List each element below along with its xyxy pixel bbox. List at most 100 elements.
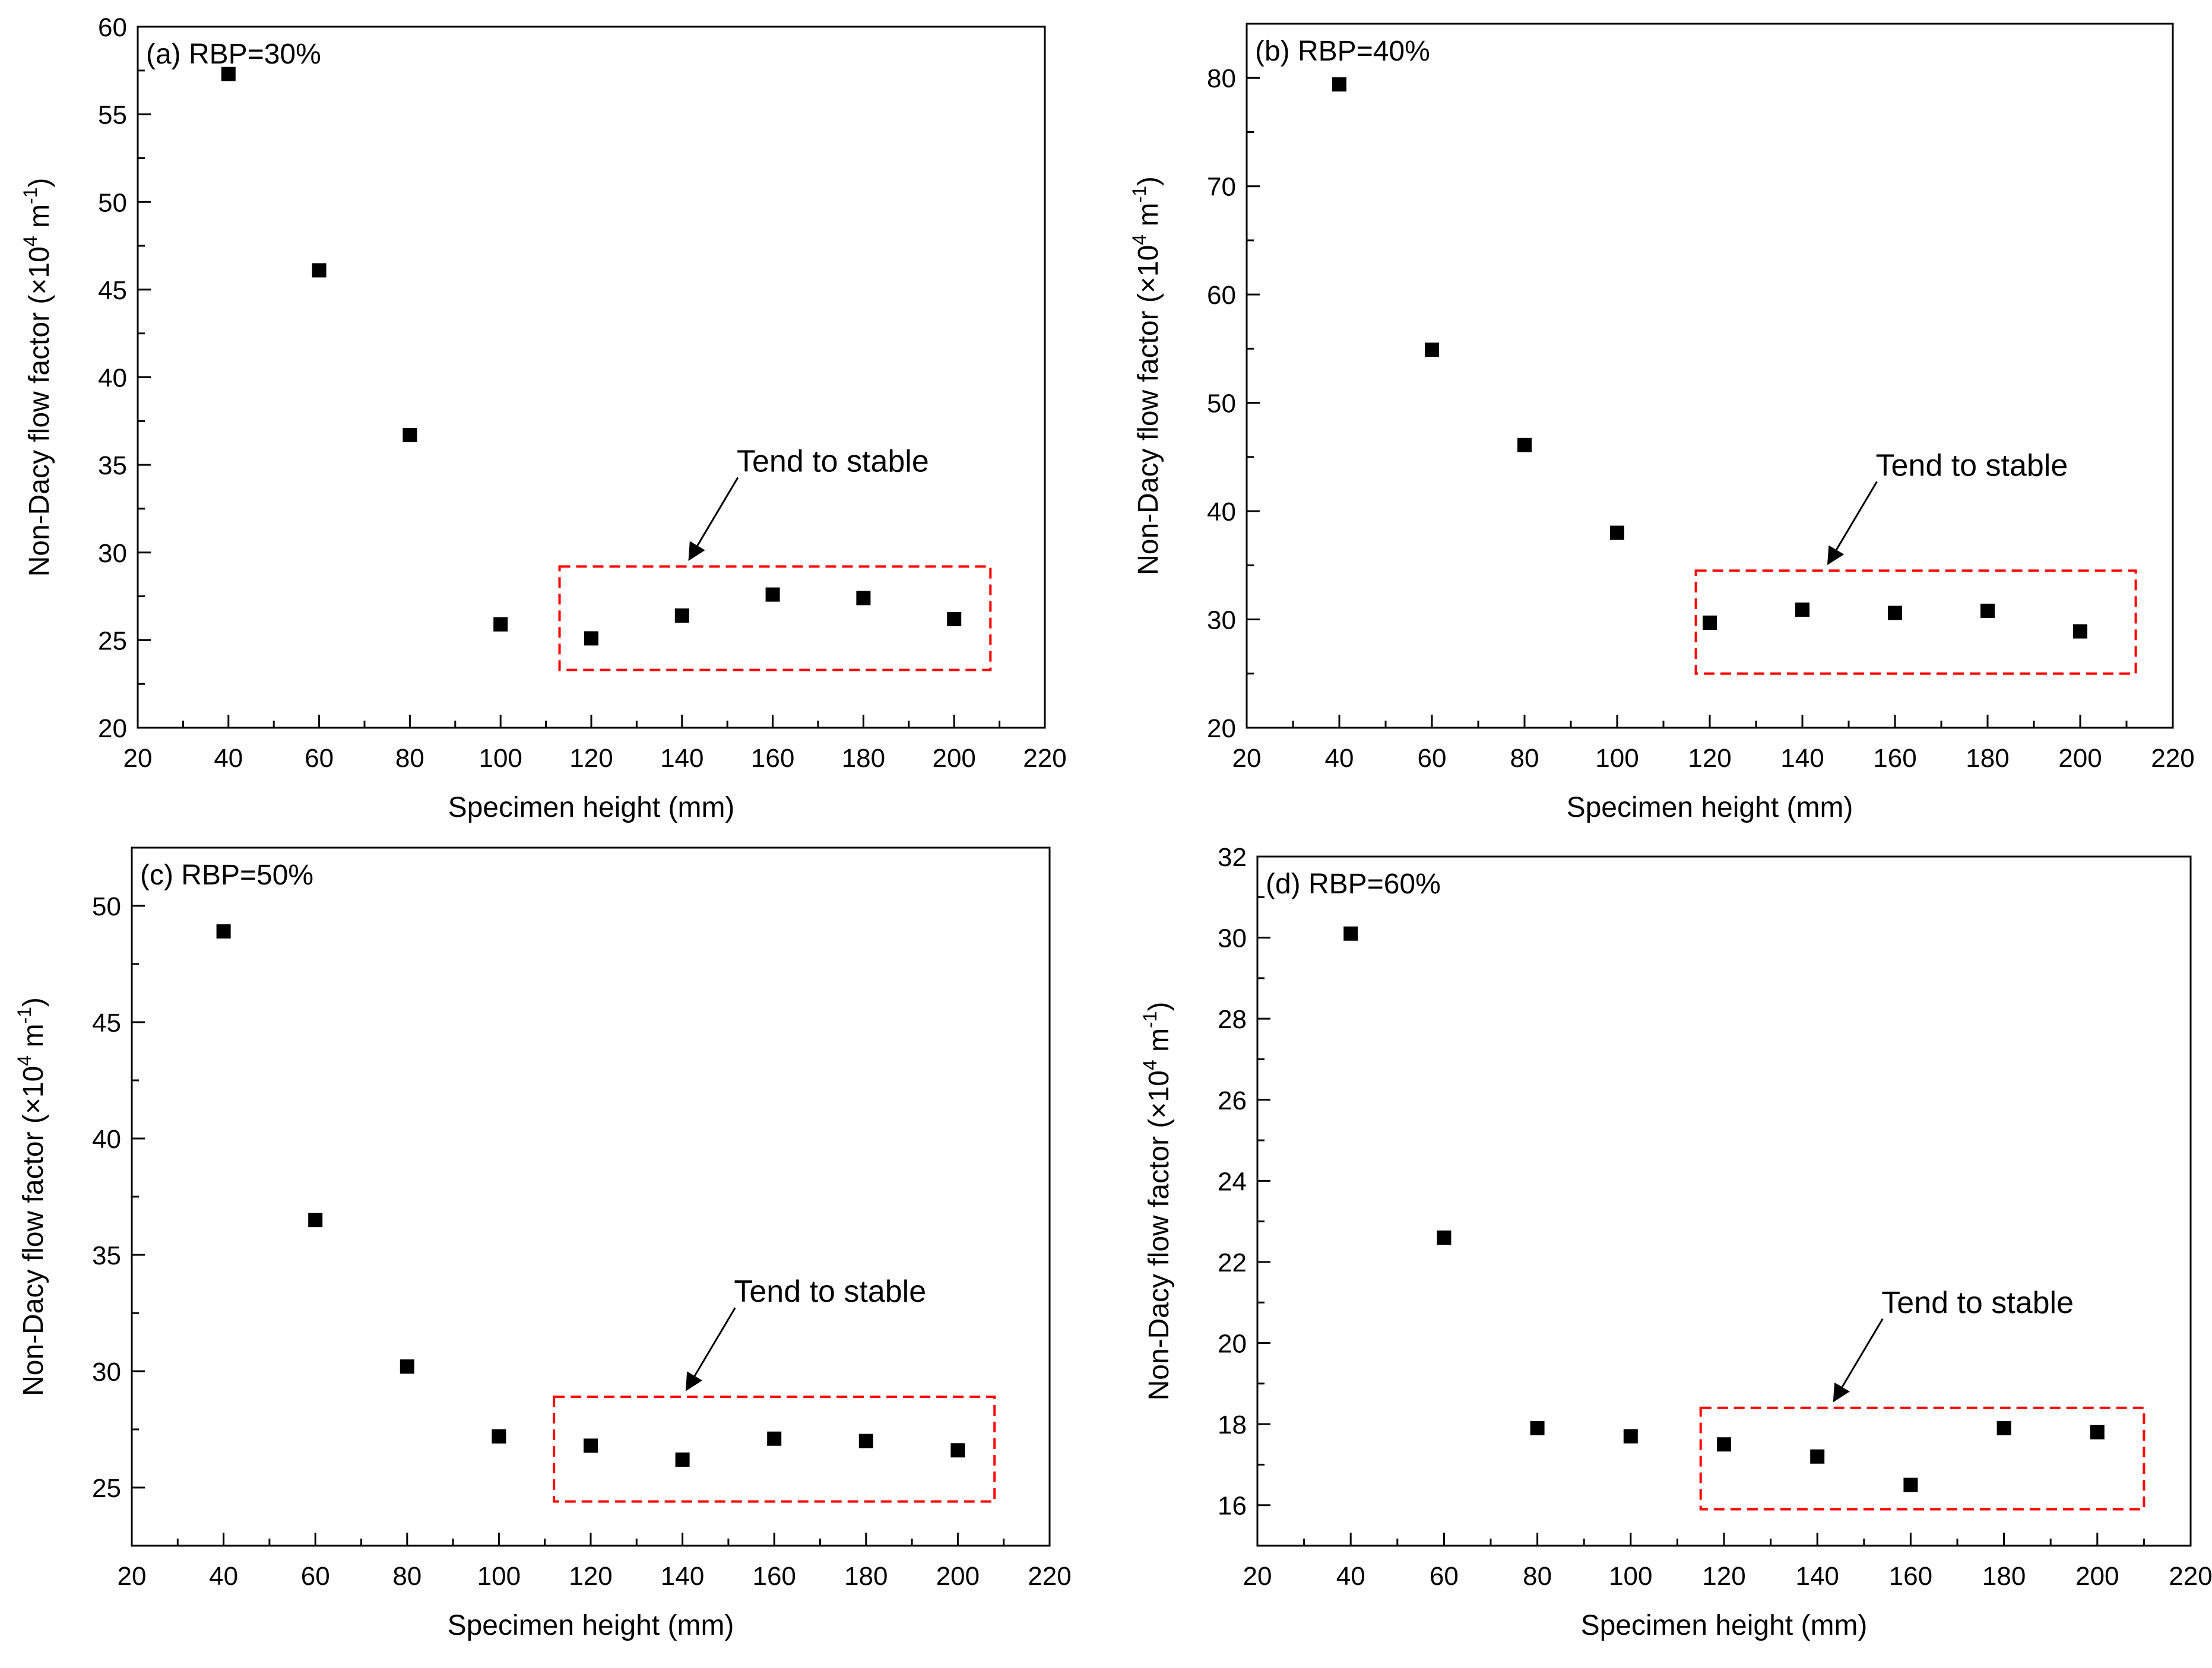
x-tick-label: 80 bbox=[392, 1562, 422, 1591]
x-tick-label: 160 bbox=[751, 744, 794, 773]
x-tick-label: 40 bbox=[209, 1562, 238, 1591]
x-tick-label: 100 bbox=[1609, 1562, 1652, 1591]
x-tick-label: 160 bbox=[1889, 1562, 1932, 1591]
y-axis-title-part: ) bbox=[24, 178, 55, 188]
x-tick-label: 120 bbox=[1688, 744, 1731, 773]
y-tick-label: 45 bbox=[92, 1009, 121, 1038]
y-tick-label: 30 bbox=[98, 539, 127, 568]
x-tick-label: 60 bbox=[305, 744, 334, 773]
panel-label: (a) RBP=30% bbox=[146, 39, 321, 70]
x-tick-label: 20 bbox=[118, 1562, 147, 1591]
y-tick-label: 20 bbox=[1207, 714, 1236, 743]
data-point bbox=[1703, 616, 1717, 630]
y-axis-title-part: Non-Dacy flow factor (×10 bbox=[18, 1066, 49, 1396]
panel-label: (c) RBP=50% bbox=[140, 860, 313, 891]
data-point bbox=[1795, 602, 1809, 617]
x-tick-label: 120 bbox=[569, 1562, 612, 1591]
annotation-text: Tend to stable bbox=[1881, 1286, 2074, 1320]
y-tick-label: 16 bbox=[1218, 1492, 1247, 1521]
y-tick-label: 35 bbox=[98, 451, 127, 480]
x-tick-label: 100 bbox=[1595, 744, 1639, 773]
plot-frame bbox=[137, 26, 1046, 729]
data-point bbox=[767, 1431, 782, 1446]
stable-region-box bbox=[553, 1396, 996, 1503]
y-tick-label: 18 bbox=[1218, 1410, 1247, 1439]
annotation-text: Tend to stable bbox=[737, 444, 929, 478]
x-tick-label: 180 bbox=[1982, 1562, 2026, 1591]
x-tick-label: 100 bbox=[478, 744, 522, 773]
x-tick-label: 180 bbox=[1966, 744, 2009, 773]
data-point bbox=[1530, 1420, 1545, 1435]
data-point bbox=[1888, 605, 1902, 620]
y-tick-label: 60 bbox=[98, 13, 127, 42]
y-tick-label: 20 bbox=[1218, 1330, 1247, 1359]
y-tick-label: 50 bbox=[98, 188, 127, 217]
data-point bbox=[1980, 603, 1995, 618]
x-tick-label: 140 bbox=[1780, 744, 1824, 773]
data-point bbox=[950, 1443, 965, 1458]
x-tick-label: 40 bbox=[1336, 1562, 1365, 1591]
data-point bbox=[584, 631, 598, 646]
x-tick-label: 20 bbox=[1232, 744, 1262, 773]
x-tick-label: 200 bbox=[936, 1562, 980, 1591]
y-tick-label: 32 bbox=[1218, 843, 1247, 872]
x-tick-label: 140 bbox=[1795, 1562, 1839, 1591]
y-axis-title-part: -1 bbox=[20, 188, 41, 204]
data-point bbox=[1517, 437, 1532, 452]
panel-label: (d) RBP=60% bbox=[1266, 868, 1441, 900]
annotation-arrow bbox=[1833, 1318, 1884, 1403]
x-tick-label: 60 bbox=[301, 1562, 330, 1591]
y-tick-label: 40 bbox=[92, 1125, 121, 1154]
data-point bbox=[400, 1359, 414, 1374]
y-tick-label: 25 bbox=[92, 1474, 121, 1503]
data-point bbox=[216, 924, 231, 939]
y-axis-title-part: m bbox=[18, 1024, 49, 1055]
data-point bbox=[1717, 1437, 1731, 1452]
data-point bbox=[674, 608, 689, 623]
y-tick-label: 20 bbox=[98, 714, 127, 743]
y-tick-label: 22 bbox=[1218, 1248, 1247, 1277]
x-axis-title: Specimen height (mm) bbox=[448, 1610, 734, 1641]
data-point bbox=[765, 587, 780, 602]
y-axis-title-part: ) bbox=[1133, 176, 1164, 186]
x-tick-label: 40 bbox=[214, 744, 243, 773]
y-axis-title-part: -1 bbox=[1139, 1011, 1161, 1028]
y-axis-title: Non-Dacy flow factor (×104 m-1) bbox=[20, 178, 55, 577]
y-axis-title-part: m bbox=[1133, 203, 1164, 234]
y-axis-title-part: ) bbox=[18, 997, 49, 1007]
data-point bbox=[493, 617, 508, 632]
y-tick-label: 70 bbox=[1207, 173, 1236, 202]
x-tick-label: 220 bbox=[2151, 744, 2194, 773]
x-tick-label: 160 bbox=[1873, 744, 1916, 773]
y-tick-label: 24 bbox=[1218, 1167, 1247, 1196]
y-axis-title-part: -1 bbox=[1129, 186, 1150, 202]
y-axis-title-part: 4 bbox=[14, 1055, 35, 1066]
data-point bbox=[403, 427, 417, 442]
y-tick-label: 45 bbox=[98, 276, 127, 305]
data-point bbox=[1332, 77, 1346, 92]
annotation-arrow bbox=[688, 477, 739, 561]
x-tick-label: 220 bbox=[1028, 1562, 1071, 1591]
stable-region-box bbox=[558, 565, 992, 671]
y-axis-title: Non-Dacy flow factor (×104 m-1) bbox=[1129, 176, 1164, 575]
data-point bbox=[312, 263, 327, 278]
y-axis-title-part: m bbox=[24, 204, 55, 236]
chart-panel-2: 20 40 60 80 100 120 140 160 180 200 220 25 30 35 40 45 5… bbox=[14, 846, 1072, 1641]
x-tick-label: 140 bbox=[660, 744, 703, 773]
chart-panel-3: 20 40 60 80 100 120 140 160 180 200 220 16 18 20 22 24 2… bbox=[1139, 843, 2212, 1641]
y-tick-label: 30 bbox=[1207, 606, 1236, 635]
y-axis-title-part: 4 bbox=[1129, 234, 1150, 245]
x-tick-label: 20 bbox=[1243, 1562, 1272, 1591]
y-tick-label: 40 bbox=[1207, 497, 1236, 527]
x-tick-label: 80 bbox=[1510, 744, 1539, 773]
data-point bbox=[856, 591, 871, 605]
x-tick-label: 60 bbox=[1418, 744, 1447, 773]
y-tick-label: 26 bbox=[1218, 1086, 1247, 1115]
y-axis-title-part: Non-Dacy flow factor (×10 bbox=[1143, 1070, 1175, 1400]
data-point bbox=[1996, 1420, 2011, 1435]
data-point bbox=[1343, 926, 1358, 941]
chart-panel-1: 20 40 60 80 100 120 140 160 180 200 220 20 30 40 50 60 7… bbox=[1129, 23, 2195, 823]
y-axis-title: Non-Dacy flow factor (×104 m-1) bbox=[1139, 1002, 1175, 1401]
y-tick-label: 50 bbox=[1207, 389, 1236, 418]
